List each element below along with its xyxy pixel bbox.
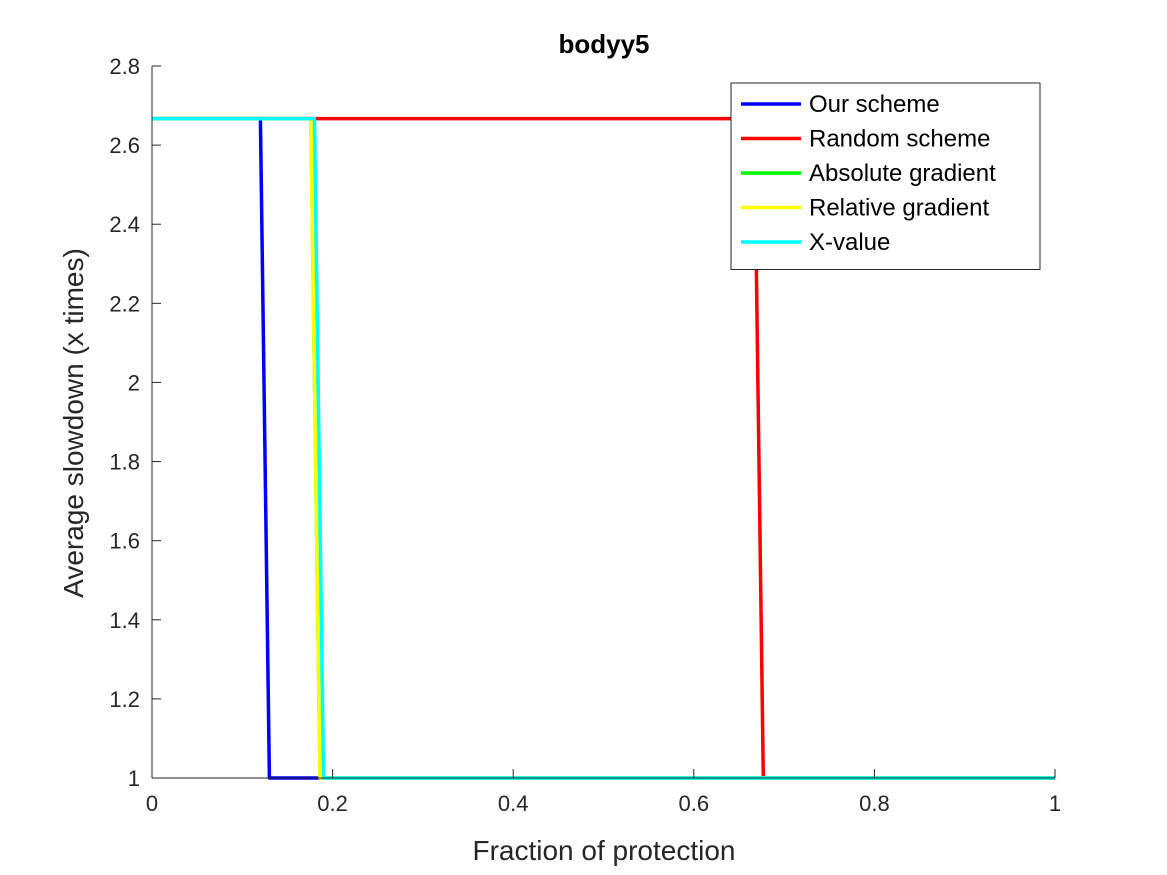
y-tick-label: 2	[128, 370, 140, 395]
legend-label-1: Random scheme	[809, 126, 990, 153]
x-axis-label: Fraction of protection	[472, 835, 735, 866]
x-tick-label: 0.8	[859, 791, 890, 816]
legend-label-3: Relative gradient	[809, 195, 989, 222]
x-tick-label: 1	[1049, 791, 1061, 816]
legend-label-4: X-value	[809, 229, 890, 256]
legend-label-2: Absolute gradient	[809, 160, 996, 187]
chart-title: bodyy5	[558, 29, 649, 59]
y-tick-label: 2.6	[109, 133, 140, 158]
legend-box	[730, 82, 1041, 270]
y-tick-label: 2.2	[109, 291, 140, 316]
y-tick-label: 2.8	[109, 54, 140, 79]
y-tick-label: 1.2	[109, 687, 140, 712]
legend: Our scheme Random scheme Absolute gradient…	[730, 82, 1041, 270]
axes: 0 0.2 0.4 0.6 0.8 1 1 1.2 1.4 1.6 1.8 2 2.2 2.4 2.6 2.8	[109, 54, 1061, 816]
x-tick-label: 0.4	[498, 791, 529, 816]
x-tick-label: 0.6	[679, 791, 710, 816]
x-tick-label: 0	[146, 791, 158, 816]
y-tick-label: 2.4	[109, 212, 140, 237]
y-tick-label: 1.6	[109, 529, 140, 554]
x-tick-label: 0.2	[317, 791, 348, 816]
y-tick-label: 1.4	[109, 608, 140, 633]
y-tick-label: 1	[128, 766, 140, 791]
legend-label-0: Our scheme	[809, 91, 940, 118]
y-tick-label: 1.8	[109, 450, 140, 475]
y-axis-label: Average slowdown (x times)	[58, 248, 89, 598]
